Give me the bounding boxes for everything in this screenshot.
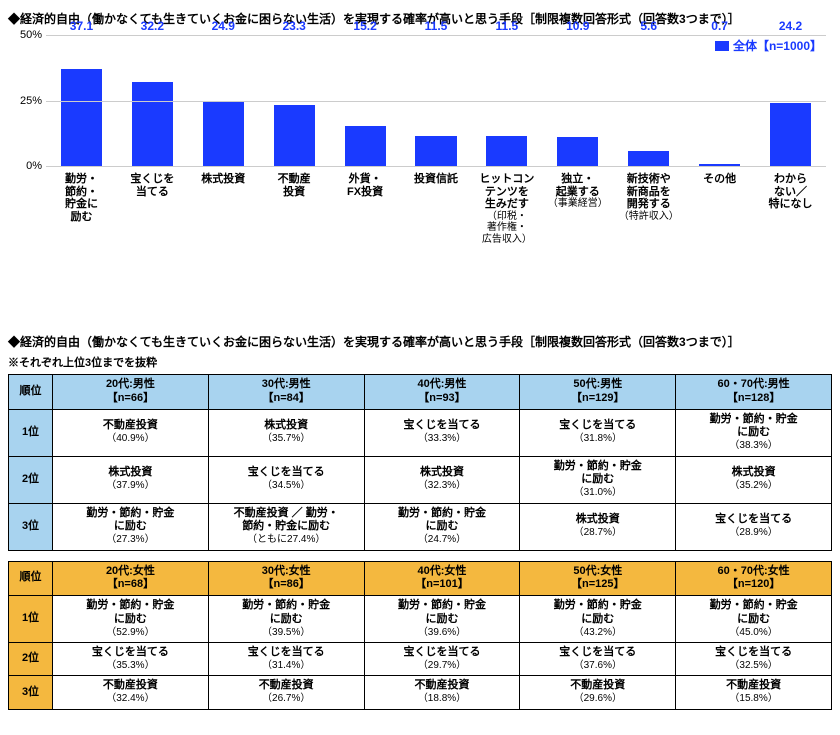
rank-cell: 1位 [9,409,53,456]
rank-entry: 勤労・節約・貯金に励む（45.0%） [676,596,832,643]
x-category-label: 宝くじを当てる [117,171,188,245]
rank-entry: 宝くじを当てる（28.9%） [676,503,832,550]
bar-value-label: 11.5 [496,19,519,33]
rank-header: 順位 [9,375,53,410]
gridline [46,35,826,36]
gridline [46,101,826,102]
group-header: 30代:男性【n=84】 [208,375,364,410]
bar-value-label: 10.9 [566,19,589,33]
bar-value-label: 15.2 [353,19,376,33]
x-category-label: 投資信託 [401,171,472,245]
rank-entry: 宝くじを当てる（33.3%） [364,409,520,456]
y-tick-label: 0% [12,160,42,172]
group-header: 20代:女性【n=68】 [53,561,209,596]
chart-title: ◆経済的自由（働かなくても生きていくお金に困らない生活）を実現する確率が高いと思… [8,10,832,27]
rank-entry: 勤労・節約・貯金に励む（24.7%） [364,503,520,550]
bar: 32.2 [132,82,173,166]
rank-entry: 不動産投資（32.4%） [53,676,209,709]
rank-entry: 宝くじを当てる（34.5%） [208,456,364,503]
group-header: 40代:男性【n=93】 [364,375,520,410]
bar: 24.9 [203,101,244,166]
bar: 5.6 [628,151,669,166]
bar-value-label: 5.6 [640,19,657,33]
rank-entry: 宝くじを当てる（29.7%） [364,643,520,676]
rank-entry: 不動産投資（29.6%） [520,676,676,709]
group-header: 60・70代:男性【n=128】 [676,375,832,410]
group-header: 50代:女性【n=125】 [520,561,676,596]
rank-entry: 宝くじを当てる（35.3%） [53,643,209,676]
rank-entry: 株式投資（35.2%） [676,456,832,503]
rank-entry: 宝くじを当てる（31.4%） [208,643,364,676]
rank-entry: 不動産投資（26.7%） [208,676,364,709]
group-header: 40代:女性【n=101】 [364,561,520,596]
rank-entry: 株式投資（28.7%） [520,503,676,550]
group-header: 20代:男性【n=66】 [53,375,209,410]
bar: 24.2 [770,103,811,166]
bar: 11.5 [486,136,527,166]
bar-value-label: 0.7 [711,19,728,33]
bar-chart: 全体【n=1000】 37.132.224.923.315.211.511.51… [8,31,832,331]
bar-value-label: 11.5 [425,19,448,33]
rank-cell: 1位 [9,596,53,643]
group-header: 50代:男性【n=129】 [520,375,676,410]
y-tick-label: 50% [12,29,42,41]
rank-entry: 株式投資（32.3%） [364,456,520,503]
bar-value-label: 32.2 [141,19,164,33]
group-header: 60・70代:女性【n=120】 [676,561,832,596]
rank-entry: 宝くじを当てる（37.6%） [520,643,676,676]
rank-header: 順位 [9,561,53,596]
x-category-label: わからない／特になし [755,171,826,245]
rank-entry: 株式投資（37.9%） [53,456,209,503]
bar-value-label: 37.1 [70,19,93,33]
rank-entry: 宝くじを当てる（32.5%） [676,643,832,676]
female-ranking-table: 順位20代:女性【n=68】30代:女性【n=86】40代:女性【n=101】5… [8,561,832,710]
x-category-label: 外貨・FX投資 [330,171,401,245]
x-category-label: 新技術や新商品を開発する（特許収入） [613,171,684,245]
bar: 23.3 [274,105,315,166]
male-ranking-table: 順位20代:男性【n=66】30代:男性【n=84】40代:男性【n=93】50… [8,374,832,551]
bar-value-label: 24.9 [212,19,235,33]
group-header: 30代:女性【n=86】 [208,561,364,596]
y-tick-label: 25% [12,95,42,107]
rank-entry: 宝くじを当てる（31.8%） [520,409,676,456]
rank-cell: 2位 [9,456,53,503]
x-category-label: ヒットコンテンツを生みだす（印税・著作権・広告収入） [471,171,542,245]
table-title: ◆経済的自由（働かなくても生きていくお金に困らない生活）を実現する確率が高いと思… [8,333,832,350]
bar-value-label: 24.2 [779,19,802,33]
rank-entry: 勤労・節約・貯金に励む（52.9%） [53,596,209,643]
x-category-label: その他 [684,171,755,245]
rank-entry: 勤労・節約・貯金に励む（38.3%） [676,409,832,456]
rank-entry: 勤労・節約・貯金に励む（43.2%） [520,596,676,643]
rank-entry: 不動産投資 ／ 勤労・節約・貯金に励む（ともに27.4%） [208,503,364,550]
rank-entry: 勤労・節約・貯金に励む（27.3%） [53,503,209,550]
bar: 37.1 [61,69,102,166]
rank-entry: 不動産投資（15.8%） [676,676,832,709]
rank-entry: 株式投資（35.7%） [208,409,364,456]
rank-cell: 3位 [9,503,53,550]
bar: 10.9 [557,137,598,166]
rank-cell: 2位 [9,643,53,676]
rank-cell: 3位 [9,676,53,709]
rank-entry: 不動産投資（40.9%） [53,409,209,456]
x-category-label: 株式投資 [188,171,259,245]
rank-entry: 勤労・節約・貯金に励む（39.6%） [364,596,520,643]
x-category-label: 独立・起業する（事業経営） [542,171,613,245]
table-subtitle: ※それぞれ上位3位までを抜粋 [8,354,832,370]
rank-entry: 勤労・節約・貯金に励む（39.5%） [208,596,364,643]
rank-entry: 不動産投資（18.8%） [364,676,520,709]
x-category-label: 勤労・節約・貯金に励む [46,171,117,245]
bar: 15.2 [345,126,386,166]
bar-value-label: 23.3 [282,19,305,33]
gridline [46,166,826,167]
x-category-label: 不動産投資 [259,171,330,245]
rank-entry: 勤労・節約・貯金に励む（31.0%） [520,456,676,503]
bar: 11.5 [415,136,456,166]
